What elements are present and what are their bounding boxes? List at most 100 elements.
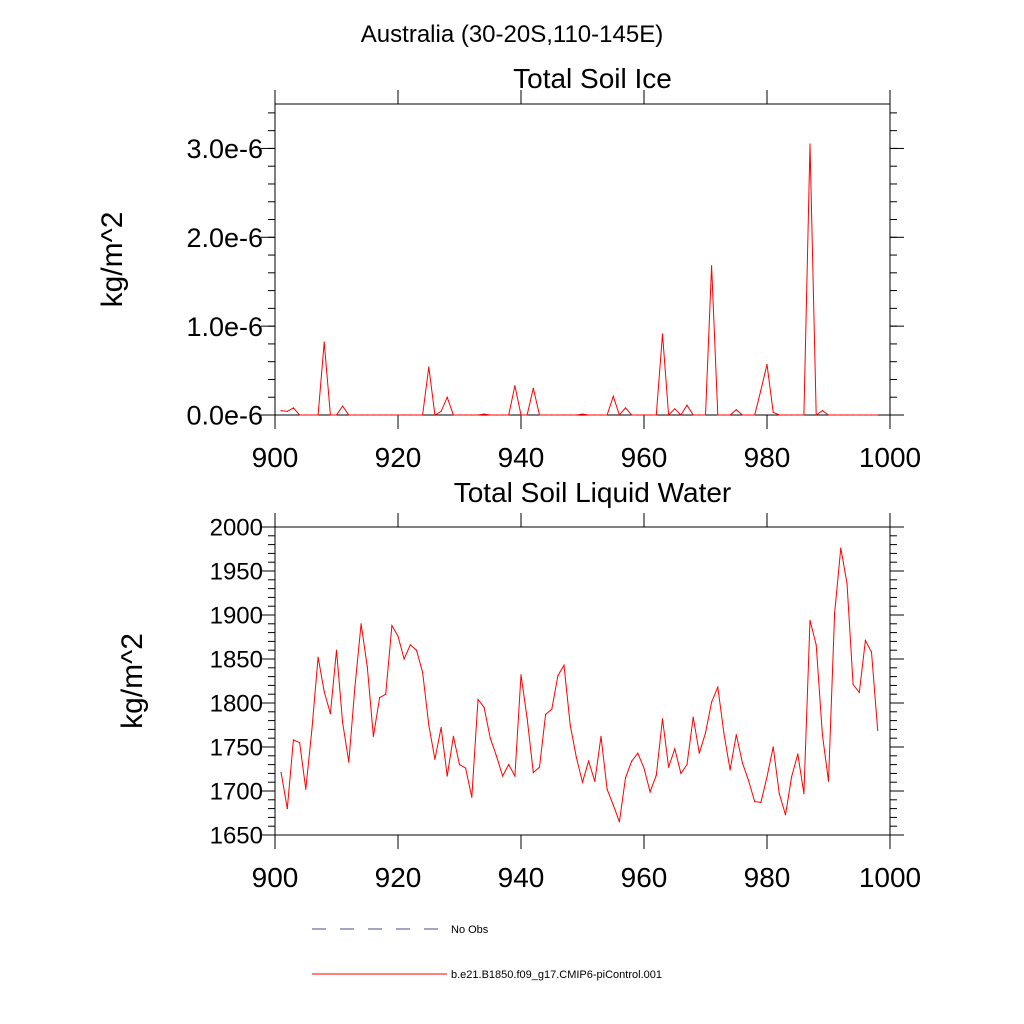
data-point — [502, 414, 504, 416]
data-point — [372, 735, 374, 738]
data-point — [791, 414, 793, 416]
data-point — [668, 414, 670, 416]
y-tick-label: 1750 — [210, 735, 263, 762]
data-point — [674, 748, 676, 750]
data-point — [489, 737, 491, 739]
data-point — [428, 366, 430, 368]
data-point — [348, 761, 350, 763]
data-point — [655, 774, 657, 776]
data-point — [563, 414, 565, 416]
data-point — [403, 658, 405, 660]
data-point — [409, 414, 411, 416]
data-point — [661, 333, 664, 335]
data-point — [624, 777, 627, 779]
data-point — [711, 265, 713, 267]
data-point — [858, 691, 860, 694]
data-point — [311, 728, 313, 731]
legend: No Obs b.e21.B1850.f09_g17.CMIP6-piContr… — [312, 924, 662, 981]
data-point — [649, 791, 651, 793]
data-point — [366, 666, 368, 668]
data-point — [569, 724, 571, 726]
data-point — [551, 708, 553, 710]
x-tick-label: 900 — [252, 862, 299, 893]
data-point — [852, 683, 854, 686]
data-point — [797, 753, 799, 755]
data-point — [360, 623, 362, 625]
data-point — [870, 651, 873, 653]
data-point — [428, 724, 430, 726]
data-point — [440, 727, 442, 729]
data-point — [422, 671, 424, 673]
data-point — [538, 766, 541, 768]
data-point — [581, 413, 584, 415]
data-point — [415, 649, 418, 651]
data-point — [815, 414, 817, 416]
data-point — [299, 742, 301, 744]
data-point — [581, 781, 584, 783]
data-point — [612, 395, 614, 397]
data-point — [698, 752, 700, 754]
data-point — [729, 769, 731, 771]
data-point — [661, 718, 664, 720]
data-point — [317, 656, 319, 658]
data-point — [526, 717, 528, 719]
y-tick-label: 1.0e-6 — [186, 312, 263, 342]
data-point — [864, 639, 867, 642]
data-point — [606, 788, 608, 790]
data-point — [532, 771, 534, 774]
data-point — [471, 414, 473, 416]
data-point — [815, 644, 817, 646]
data-point — [575, 414, 578, 416]
x-tick-label: 960 — [621, 442, 668, 473]
data-point — [846, 414, 848, 416]
data-point — [557, 675, 559, 677]
data-point — [803, 414, 805, 416]
data-point — [514, 775, 516, 777]
data-point — [692, 414, 694, 416]
data-point — [360, 414, 362, 416]
data-point — [434, 758, 436, 760]
data-point — [372, 414, 374, 416]
data-point — [508, 414, 510, 416]
data-point — [729, 414, 731, 416]
data-point — [723, 733, 725, 735]
data-point — [323, 691, 325, 693]
data-point — [563, 664, 565, 666]
data-point — [877, 414, 879, 416]
data-point — [747, 414, 750, 416]
y-tick-label: 0.0e-6 — [186, 401, 263, 431]
data-point — [545, 713, 547, 716]
legend-model-label: b.e21.B1850.f09_g17.CMIP6-piControl.001 — [451, 969, 662, 981]
data-point — [452, 414, 454, 416]
data-point — [588, 760, 590, 762]
y-tick-label: 1900 — [210, 603, 263, 630]
data-point — [741, 414, 744, 416]
data-point — [741, 762, 744, 764]
data-point — [704, 732, 707, 734]
data-point — [827, 414, 830, 416]
data-point — [618, 821, 621, 823]
data-point — [754, 414, 756, 416]
data-point — [864, 414, 867, 416]
data-point — [797, 414, 799, 416]
data-point — [538, 414, 541, 416]
data-point — [569, 414, 571, 416]
data-point — [385, 693, 387, 695]
data-point — [840, 547, 842, 549]
data-point — [465, 414, 467, 416]
data-point — [600, 414, 602, 416]
data-point — [286, 410, 288, 412]
data-point — [342, 721, 344, 724]
data-point — [606, 414, 608, 416]
data-point — [483, 413, 485, 415]
data-point — [280, 410, 282, 412]
data-point — [680, 414, 682, 416]
data-point — [483, 706, 485, 709]
data-point — [643, 414, 645, 416]
data-point — [403, 414, 405, 416]
data-point — [292, 739, 294, 741]
data-point — [766, 363, 768, 365]
data-point — [335, 414, 338, 416]
data-point — [575, 757, 578, 759]
x-tick-label: 920 — [375, 442, 422, 473]
